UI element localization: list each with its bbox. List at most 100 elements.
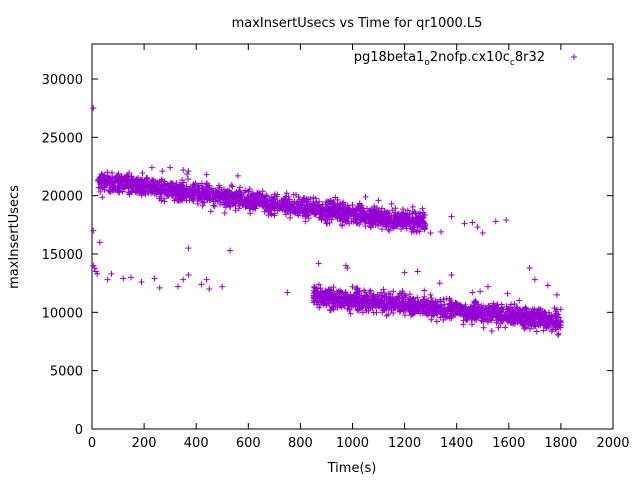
data-point	[351, 301, 358, 308]
data-point	[271, 212, 278, 219]
data-point	[90, 227, 97, 234]
data-point	[294, 209, 301, 216]
data-point	[323, 211, 330, 218]
x-tick-label: 800	[288, 436, 313, 451]
data-point	[483, 314, 490, 321]
data-point	[459, 309, 466, 316]
data-point	[456, 304, 463, 311]
data-point	[349, 283, 356, 290]
data-point	[295, 193, 302, 200]
data-point	[436, 280, 443, 287]
data-point	[320, 293, 327, 300]
data-point	[284, 289, 291, 296]
data-point	[138, 177, 145, 184]
data-point	[448, 272, 455, 278]
data-point	[185, 245, 192, 252]
data-point	[540, 319, 547, 326]
data-point	[414, 294, 421, 301]
data-point	[552, 326, 559, 333]
data-point	[547, 316, 554, 323]
data-point	[231, 200, 238, 207]
data-point	[474, 308, 481, 315]
data-point	[442, 314, 449, 321]
data-point	[182, 191, 189, 198]
data-point	[406, 291, 413, 298]
data-point	[475, 301, 482, 308]
data-point	[132, 186, 139, 193]
data-point	[356, 200, 363, 207]
data-point	[312, 195, 319, 202]
data-point	[326, 290, 333, 297]
data-point	[475, 314, 482, 321]
data-point	[402, 306, 409, 313]
data-point	[180, 167, 187, 173]
data-point	[492, 218, 499, 225]
legend-part-3: 8r32	[515, 50, 545, 65]
data-point	[203, 171, 210, 178]
y-tick-label: 25000	[42, 131, 83, 146]
data-point	[405, 304, 412, 311]
data-point	[168, 182, 175, 189]
data-point	[413, 229, 420, 236]
data-point	[541, 316, 548, 323]
data-point	[448, 300, 455, 307]
data-point	[551, 305, 558, 312]
data-point	[249, 197, 256, 204]
data-point	[230, 191, 237, 198]
data-point	[530, 319, 537, 326]
data-point	[379, 226, 386, 233]
data-point	[256, 200, 263, 207]
data-point	[172, 185, 179, 192]
data-point	[137, 187, 144, 194]
data-point	[181, 192, 188, 199]
data-point	[326, 205, 333, 212]
data-point	[203, 183, 210, 190]
data-point	[235, 198, 242, 205]
data-point	[342, 215, 349, 222]
data-point	[340, 210, 347, 217]
x-tick-label: 1200	[388, 436, 421, 451]
data-point	[95, 184, 102, 191]
data-point	[209, 189, 216, 196]
data-point	[144, 174, 151, 181]
data-point	[388, 307, 395, 313]
data-point	[164, 181, 171, 188]
data-point	[245, 192, 252, 199]
data-point	[484, 283, 491, 290]
data-point	[220, 186, 227, 193]
data-point	[185, 272, 192, 278]
data-point	[332, 296, 339, 303]
data-point	[326, 300, 333, 307]
y-tick-label: 15000	[42, 248, 83, 263]
legend: pg18beta1o2nofp.cx10cc8r32	[354, 50, 577, 68]
legend-marker	[571, 54, 577, 60]
data-point	[406, 308, 413, 315]
data-point	[511, 300, 518, 307]
data-point	[167, 164, 174, 171]
data-point	[386, 210, 393, 217]
data-point	[206, 286, 213, 292]
data-point	[443, 308, 450, 315]
data-point	[268, 211, 275, 218]
data-point	[313, 295, 320, 302]
data-point	[360, 298, 367, 305]
data-point	[234, 172, 241, 179]
y-tick-label: 5000	[50, 365, 83, 380]
data-point	[497, 320, 504, 327]
data-point	[375, 208, 382, 215]
data-point	[495, 311, 502, 318]
data-point	[448, 213, 455, 220]
data-point	[210, 202, 217, 209]
data-point	[268, 202, 275, 209]
data-point	[138, 190, 145, 197]
data-point	[353, 293, 360, 300]
data-point	[156, 284, 163, 291]
data-point	[371, 203, 378, 210]
data-point	[411, 220, 418, 227]
data-point	[301, 196, 308, 203]
data-point	[381, 298, 388, 305]
data-point	[531, 306, 538, 313]
data-point	[521, 309, 528, 316]
data-point	[394, 214, 401, 221]
data-point	[511, 317, 518, 324]
